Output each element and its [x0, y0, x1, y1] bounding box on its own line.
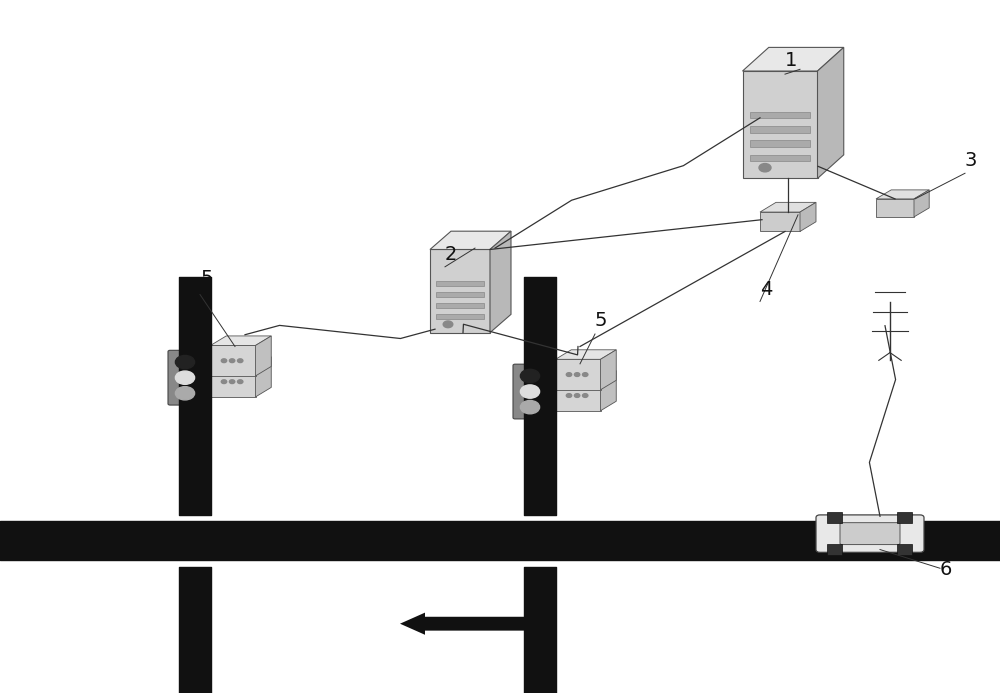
Circle shape [759, 164, 771, 172]
Circle shape [574, 394, 580, 397]
Bar [827, 512, 842, 523]
Circle shape [574, 373, 580, 376]
Polygon shape [760, 202, 816, 212]
Text: 5: 5 [595, 310, 608, 330]
Circle shape [566, 373, 572, 376]
Polygon shape [556, 380, 600, 411]
Circle shape [238, 359, 243, 362]
Text: 1: 1 [785, 51, 797, 70]
Circle shape [520, 385, 540, 398]
Polygon shape [742, 47, 844, 71]
Polygon shape [800, 202, 816, 231]
Polygon shape [600, 371, 616, 411]
Text: 5: 5 [200, 269, 212, 288]
Circle shape [175, 387, 195, 400]
Polygon shape [256, 357, 271, 397]
Polygon shape [600, 350, 616, 389]
FancyArrow shape [400, 613, 540, 635]
Circle shape [175, 371, 195, 385]
Polygon shape [914, 190, 929, 217]
Circle shape [443, 321, 453, 328]
Polygon shape [490, 231, 511, 333]
Circle shape [582, 373, 588, 376]
Circle shape [221, 380, 227, 383]
Circle shape [221, 359, 227, 362]
Polygon shape [876, 190, 929, 199]
Circle shape [582, 394, 588, 397]
Circle shape [566, 394, 572, 397]
Bar [436, 281, 484, 286]
Text: 6: 6 [940, 560, 952, 579]
Polygon shape [760, 212, 800, 231]
Bar [897, 544, 912, 555]
Bar [436, 315, 484, 319]
Circle shape [175, 356, 195, 369]
Bar [750, 141, 810, 147]
Polygon shape [430, 249, 490, 333]
Polygon shape [556, 371, 616, 380]
Circle shape [229, 380, 235, 383]
Polygon shape [430, 231, 511, 249]
Circle shape [520, 369, 540, 383]
Circle shape [238, 380, 243, 383]
Polygon shape [256, 336, 271, 376]
Circle shape [229, 359, 235, 362]
Polygon shape [210, 357, 271, 367]
FancyBboxPatch shape [840, 523, 900, 545]
Bar [436, 292, 484, 297]
Polygon shape [818, 47, 844, 178]
Text: 2: 2 [445, 245, 457, 264]
Bar [750, 112, 810, 119]
Bar [750, 155, 810, 161]
Circle shape [520, 401, 540, 414]
Polygon shape [556, 350, 616, 359]
Bar [436, 304, 484, 308]
Polygon shape [210, 336, 271, 345]
Text: 4: 4 [760, 279, 772, 299]
Text: 3: 3 [965, 151, 977, 170]
Polygon shape [210, 345, 256, 376]
Polygon shape [742, 71, 818, 178]
Polygon shape [556, 359, 600, 389]
FancyBboxPatch shape [816, 515, 924, 552]
FancyBboxPatch shape [513, 365, 547, 419]
Polygon shape [876, 199, 914, 217]
FancyBboxPatch shape [168, 350, 202, 405]
Bar [750, 126, 810, 132]
Bar [827, 544, 842, 555]
Polygon shape [210, 367, 256, 397]
Bar [897, 512, 912, 523]
